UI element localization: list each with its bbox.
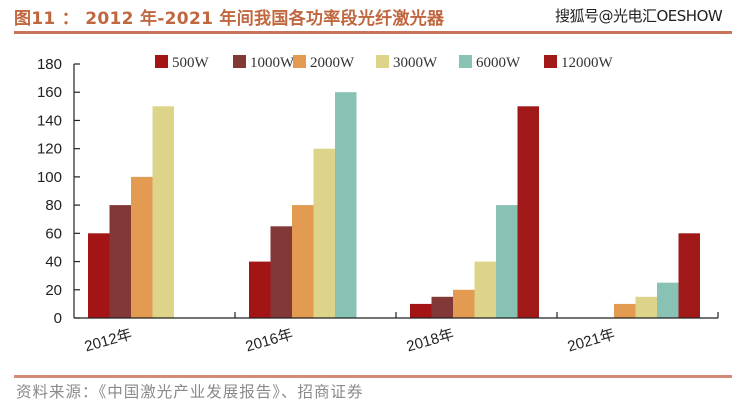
source-note: 资料来源：《中国激光产业发展报告》、招商证券 (16, 383, 364, 401)
bar-1000W-2018年 (431, 296, 453, 318)
legend-swatch-3000W (376, 55, 389, 68)
bar-2000W-2016年 (292, 205, 314, 318)
bar-500W-2018年 (410, 303, 432, 318)
y-tick-label: 160 (37, 84, 62, 101)
y-tick-label: 0 (54, 310, 62, 327)
x-category-label: 2021年 (566, 326, 617, 356)
legend: 500W 1000W 2000W 3000W 6000W 12000W (155, 55, 614, 71)
bar-3000W-2016年 (313, 148, 335, 318)
legend-label-1000W: 1000W (250, 55, 295, 71)
legend-swatch-1000W (233, 55, 246, 68)
bar-12000W-2021年 (678, 233, 700, 318)
legend-label-6000W: 6000W (476, 55, 521, 71)
bar-6000W-2021年 (657, 282, 679, 318)
bar-2000W-2021年 (614, 303, 636, 318)
y-ticks: 0 20 40 60 80 100 120 140 160 180 (37, 56, 80, 327)
y-tick-label: 80 (45, 197, 62, 214)
bar-2000W-2018年 (453, 289, 475, 318)
bar-1000W-2016年 (270, 226, 292, 318)
title-rule (14, 31, 732, 34)
legend-swatch-6000W (459, 55, 472, 68)
legend-label-3000W: 3000W (393, 55, 438, 71)
bars (88, 92, 700, 318)
y-tick-label: 120 (37, 141, 62, 158)
bar-1000W-2012年 (109, 205, 131, 318)
bar-chart: 500W 1000W 2000W 3000W 6000W 12000W 0 20 40 60 80… (37, 55, 719, 356)
bar-500W-2016年 (249, 261, 271, 318)
y-tick-label: 40 (45, 254, 62, 271)
legend-label-2000W: 2000W (310, 55, 355, 71)
legend-label-500W: 500W (172, 55, 210, 71)
y-tick-label: 140 (37, 112, 62, 129)
axes (73, 64, 719, 319)
y-tick-label: 180 (37, 56, 62, 73)
bar-6000W-2016年 (335, 92, 357, 318)
bar-500W-2012年 (88, 233, 110, 318)
legend-swatch-2000W (293, 55, 306, 68)
legend-label-12000W: 12000W (561, 55, 614, 71)
x-category-label: 2012年 (83, 326, 134, 356)
legend-swatch-12000W (544, 55, 557, 68)
y-tick-label: 100 (37, 169, 62, 186)
bar-12000W-2018年 (517, 106, 539, 318)
bar-3000W-2021年 (635, 296, 657, 318)
x-category-label: 2018年 (405, 326, 456, 356)
watermark: 搜狐号@光电汇OESHOW (555, 5, 723, 26)
y-tick-label: 20 (45, 282, 62, 299)
legend-swatch-500W (155, 55, 168, 68)
x-labels: 2012年 2016年 2018年 2021年 (83, 326, 617, 356)
source-rule (14, 375, 732, 378)
bar-3000W-2018年 (474, 261, 496, 318)
x-category-label: 2016年 (244, 326, 295, 356)
bar-3000W-2012年 (152, 106, 174, 318)
figure-title: 图11 ： 2012 年-2021 年间我国各功率段光纤激光器 (14, 9, 445, 29)
bar-6000W-2018年 (496, 205, 518, 318)
bar-2000W-2012年 (131, 176, 153, 318)
y-tick-label: 60 (45, 225, 62, 242)
